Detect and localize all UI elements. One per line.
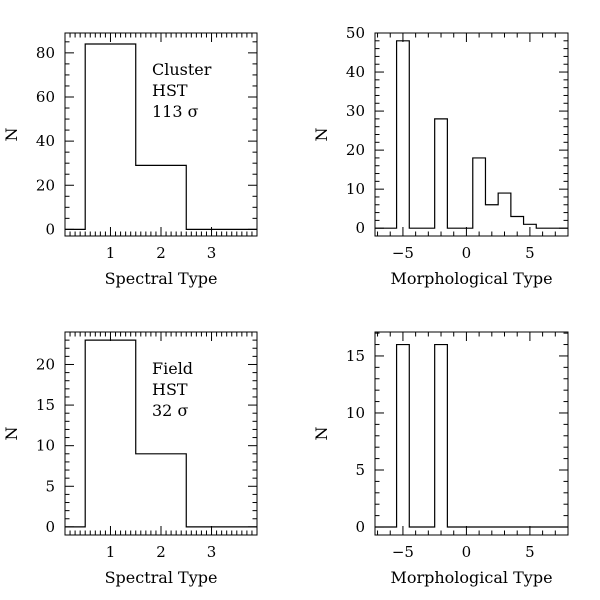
histogram-bar [136,454,187,527]
x-tick-label: 2 [156,543,166,561]
histogram-outline [375,40,568,229]
y-tick-label: 0 [355,518,365,536]
y-tick-label: 60 [36,88,55,106]
x-tick-label: 0 [462,543,472,561]
y-axis-label: N [2,427,21,441]
histogram-bar [136,165,187,229]
y-ticks [65,331,257,536]
x-tick-label: 1 [106,543,116,561]
y-tick-label: 10 [346,404,365,422]
plot-frame [374,331,569,536]
y-axis-label: N [2,128,21,142]
plot-frame [374,32,569,237]
x-tick-label: 5 [525,244,535,262]
histogram-bar [435,119,448,228]
y-tick-label: 30 [346,102,365,120]
x-tick-label: 2 [156,244,166,262]
histogram-bar [397,345,410,527]
histogram-bar [85,44,136,229]
panel-bottom-left: 1 2 3 0 5 10 15 20 Spectral Type N Field HST 32 σ [2,331,258,587]
x-tick-label: −5 [392,244,414,262]
annotation-line: HST [152,380,188,399]
annotation-line: Cluster [152,60,212,79]
y-ticks [375,32,568,237]
y-tick-label: 50 [346,24,365,42]
histogram-outline [375,343,568,528]
y-tick-label: 5 [45,477,55,495]
annotation-line: 32 σ [152,401,188,420]
y-tick-label: 10 [36,437,55,455]
annotation-line: Field [152,359,193,378]
x-axis-label: Spectral Type [105,568,218,587]
histogram-outline [65,339,257,528]
x-tick-label: −5 [392,543,414,561]
x-ticks [377,332,569,535]
y-tick-label: 20 [36,176,55,194]
x-tick-label: 1 [106,244,116,262]
histogram-bar [397,41,410,228]
histogram-bar [511,216,524,228]
annotation: Field HST 32 σ [152,359,193,420]
annotation-line: HST [152,81,188,100]
y-axis-label: N [312,427,331,441]
x-ticks [64,33,258,236]
y-ticks [65,41,257,230]
y-tick-label: 0 [355,219,365,237]
x-tick-label: 0 [462,244,472,262]
histogram-bar [435,345,448,527]
y-tick-label: 80 [36,44,55,62]
annotation: Cluster HST 113 σ [152,60,212,121]
x-ticks [377,33,569,236]
y-tick-label: 0 [45,518,55,536]
panel-top-left: 1 2 3 0 20 40 60 80 Spectral Type N Cluster HST 113 … [2,32,258,288]
x-axis-label: Spectral Type [105,269,218,288]
histogram-bar [498,193,511,228]
annotation-line: 113 σ [152,102,199,121]
y-tick-label: 40 [346,63,365,81]
histogram-outline [65,43,257,230]
histogram-bar [473,158,486,228]
y-tick-label: 15 [36,396,55,414]
x-tick-label: 3 [207,244,217,262]
y-tick-label: 15 [346,347,365,365]
histogram-bar [85,340,136,527]
x-tick-label: 5 [525,543,535,561]
y-tick-label: 40 [36,132,55,150]
panel-bottom-right: −5 0 5 0 5 10 15 Morphological Type N [312,331,569,587]
x-ticks [64,332,258,535]
x-tick-label: 3 [207,543,217,561]
y-tick-label: 20 [36,355,55,373]
y-ticks [375,332,568,528]
y-tick-label: 20 [346,141,365,159]
x-axis-label: Morphological Type [390,568,552,587]
y-tick-label: 10 [346,180,365,198]
x-axis-label: Morphological Type [390,269,552,288]
histogram-bar [485,205,498,228]
y-tick-label: 0 [45,220,55,238]
y-tick-label: 5 [355,461,365,479]
y-axis-label: N [312,128,331,142]
